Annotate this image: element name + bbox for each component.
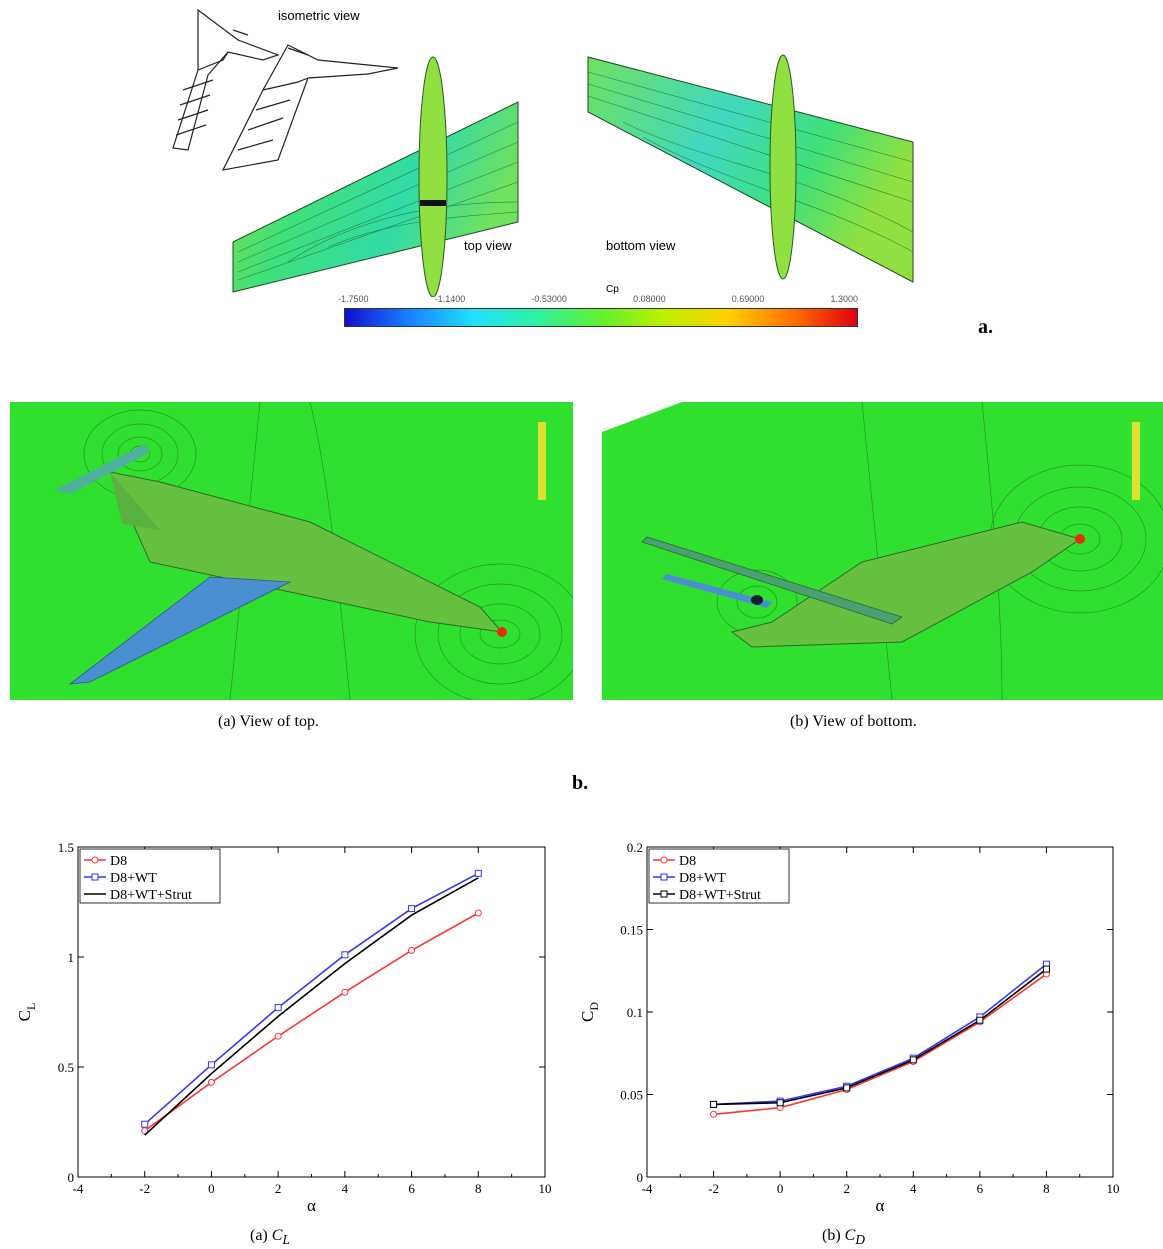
x-tick-label: 2 [843,1181,850,1196]
x-tick-label: -4 [642,1181,653,1196]
x-axis-label: α [307,1196,316,1215]
data-point [474,909,482,917]
chart-cl: -4 -2 0 2 4 6 8 10 0 0.5 1 1.5 α CL D8 D8+WT D8+WT+Strut [15,840,552,1215]
y-tick-label: 0 [637,1170,644,1185]
aircraft-top-view [10,402,573,700]
bottom-view-wing [587,54,914,283]
series-line-d8-wt-strut [144,877,479,1136]
colorbar-tick: 1.3000 [830,294,858,304]
data-point [474,869,482,877]
colorbar [344,308,858,327]
x-tick-label: 10 [539,1181,552,1196]
colorbar-tick: 0.08000 [633,294,666,304]
data-point [274,1004,282,1012]
y-tick-label: 0.2 [627,840,643,855]
data-point [1042,965,1050,973]
x-tick-label: 6 [977,1181,984,1196]
series-line-d8 [713,973,1047,1116]
x-tick-label: -2 [139,1181,150,1196]
data-point [710,1100,718,1108]
legend-label: D8+WT [110,871,157,886]
x-tick-label: 8 [1043,1181,1050,1196]
panel-a-label: a. [978,316,993,338]
y-axis-label: CD [578,1002,601,1022]
x-tick-label: 0 [777,1181,784,1196]
caption-top-view: (a) View of top. [218,713,319,730]
colorbar-tick: -1.1400 [434,294,466,304]
colorbar-title: Cp [606,284,619,295]
series-line-d8-wt-strut [713,968,1047,1106]
data-point [207,1078,215,1086]
caption-bottom-view: (b) View of bottom. [790,713,917,730]
caption-cd: (b) CD [822,1227,865,1248]
data-point [274,1032,282,1040]
series-line-d8-wt [144,872,479,1125]
x-tick-label: 4 [342,1181,349,1196]
bottom-view-label: bottom view [606,238,676,253]
data-point [710,1110,718,1118]
isometric-sketch [172,8,399,171]
x-tick-label: -2 [708,1181,719,1196]
x-tick-label: 8 [475,1181,482,1196]
data-point [408,946,416,954]
y-tick-label: 0.15 [620,923,643,938]
legend-marker [91,873,99,881]
y-tick-label: 0.5 [58,1060,74,1075]
series-line-d8-wt [713,963,1047,1106]
caption-cl: (a) CL [250,1227,290,1248]
data-point [909,1056,917,1064]
data-point [207,1061,215,1069]
legend-marker [660,873,668,881]
x-tick-label: 0 [208,1181,215,1196]
legend-marker [660,890,668,898]
data-point [141,1127,149,1135]
y-tick-label: 1.5 [58,840,74,855]
legend-label: D8+WT+Strut [679,888,761,903]
x-tick-label: 2 [275,1181,282,1196]
colorbar-tick: 0.69000 [731,294,765,304]
colorbar-tick: -1.7500 [338,294,369,304]
data-point [408,905,416,913]
y-tick-label: 0.05 [620,1088,643,1103]
data-point [341,951,349,959]
legend-box [79,848,221,904]
data-point [843,1084,851,1092]
data-point [341,988,349,996]
legend-label: D8+WT+Strut [110,888,192,903]
legend-marker [91,856,99,864]
x-tick-label: 4 [910,1181,917,1196]
chart-cd: -4 -2 0 2 4 6 8 10 0 0.05 0.1 0.15 0.2 α CD D8 D8+WT D8+W… [578,840,1120,1215]
y-tick-label: 1 [68,950,75,965]
top-view-label: top view [464,238,512,253]
data-point [776,1099,784,1107]
data-point [976,1016,984,1024]
series-line-d8 [144,912,479,1132]
legend-marker [660,856,668,864]
y-tick-label: 0.1 [627,1005,643,1020]
x-tick-label: 10 [1107,1181,1120,1196]
legend-label: D8+WT [679,871,726,886]
panel-b-label: b. [572,772,589,794]
y-tick-label: 0 [68,1170,75,1185]
panel-a: isometric view top view [168,0,928,340]
y-axis-label: CL [15,1003,38,1022]
data-point [141,1120,149,1128]
x-axis-label: α [876,1196,885,1215]
legend-label: D8 [110,854,127,869]
isometric-label: isometric view [278,8,360,23]
x-tick-label: -4 [73,1181,84,1196]
aircraft-bottom-view [602,402,1163,700]
colorbar-ticks: -1.7500 -1.1400 -0.53000 0.08000 0.69000… [338,294,858,304]
colorbar-tick: -0.53000 [531,294,567,304]
x-tick-label: 6 [408,1181,415,1196]
top-view-wing [232,56,519,297]
legend-label: D8 [679,854,696,869]
